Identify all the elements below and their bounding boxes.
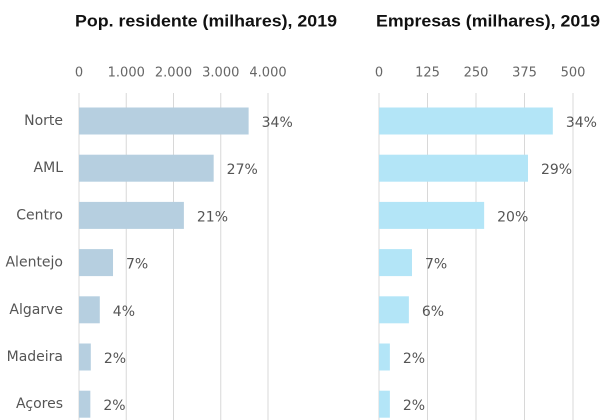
value-label: 6% — [422, 304, 444, 320]
chart-title: Pop. residente (milhares), 2019 — [75, 11, 337, 30]
x-tick-label: 0 — [375, 66, 383, 81]
x-tick-label: 500 — [561, 66, 586, 81]
value-label: 20% — [497, 209, 528, 225]
value-label: 2% — [103, 398, 125, 414]
category-label: Açores — [16, 396, 63, 412]
value-label: 2% — [403, 351, 425, 367]
x-tick-label: 2.000 — [155, 66, 192, 81]
value-label: 27% — [227, 162, 258, 178]
bar — [79, 390, 91, 418]
bar — [79, 107, 249, 135]
bar — [379, 201, 485, 229]
x-tick-label: 1.000 — [108, 66, 145, 81]
bar — [79, 296, 100, 324]
category-label: AML — [34, 160, 64, 176]
category-label: Madeira — [7, 349, 63, 365]
category-label: Alentejo — [5, 255, 63, 271]
bar — [79, 343, 91, 371]
value-label: 7% — [126, 257, 148, 273]
bar — [379, 296, 409, 324]
x-tick-label: 3.000 — [202, 66, 239, 81]
x-tick-label: 4.000 — [249, 66, 286, 81]
value-label: 29% — [541, 162, 572, 178]
chart-title: Empresas (milhares), 2019 — [376, 11, 600, 30]
x-tick-label: 0 — [75, 66, 83, 81]
value-label: 34% — [566, 115, 597, 131]
bar — [379, 343, 390, 371]
value-label: 4% — [113, 304, 135, 320]
bar — [379, 390, 390, 418]
bar — [379, 107, 553, 135]
value-label: 2% — [104, 351, 126, 367]
value-label: 34% — [262, 115, 293, 131]
category-label: Algarve — [9, 302, 63, 318]
x-tick-label: 125 — [415, 66, 440, 81]
bar — [79, 249, 114, 277]
value-label: 7% — [425, 257, 447, 273]
x-tick-label: 375 — [512, 66, 537, 81]
bar — [79, 201, 184, 229]
value-label: 2% — [403, 398, 425, 414]
bar — [379, 249, 412, 277]
category-label: Centro — [16, 207, 63, 223]
bar — [379, 154, 528, 182]
bar — [79, 154, 214, 182]
category-label: Norte — [24, 113, 63, 129]
value-label: 21% — [197, 209, 228, 225]
x-tick-label: 250 — [464, 66, 489, 81]
